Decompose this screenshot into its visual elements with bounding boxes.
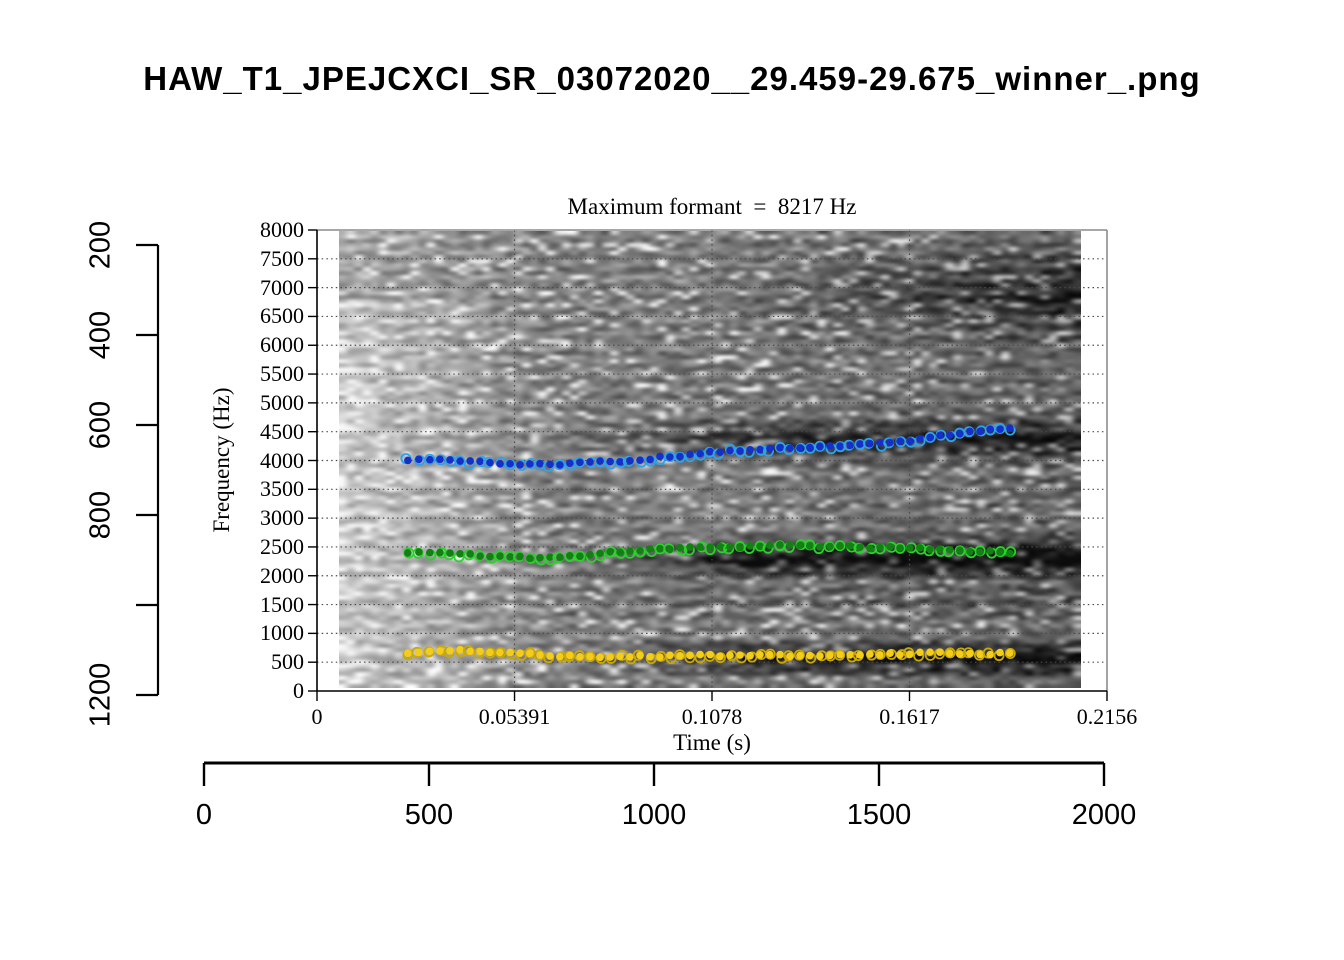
y-tick-label: 3000 [260, 505, 304, 531]
left-ruler-label: 800 [84, 490, 117, 540]
bottom-pixel-ruler [202, 761, 1106, 786]
left-ruler-label: 200 [84, 220, 117, 270]
left-ruler-label: 600 [84, 400, 117, 450]
y-tick-label: 6000 [260, 332, 304, 358]
x-axis-title: Time (s) [673, 730, 751, 755]
left-ruler-label: 1200 [84, 662, 117, 728]
y-tick-label: 500 [271, 649, 304, 675]
y-tick-label: 4000 [260, 447, 304, 473]
y-tick-label: 6500 [260, 303, 304, 329]
y-tick-label: 0 [293, 678, 304, 703]
y-tick-label: 1500 [260, 591, 304, 617]
bottom-ruler-label: 1000 [621, 799, 687, 831]
y-tick-label: 5500 [260, 361, 304, 387]
y-tick-label: 3500 [260, 476, 304, 502]
y-tick-label: 1000 [260, 620, 304, 646]
bottom-ruler-label: 500 [404, 799, 454, 831]
bottom-ruler-label: 1500 [846, 799, 912, 831]
left-ruler-label: 400 [84, 310, 117, 360]
left-pixel-ruler [136, 243, 160, 697]
gridlines [317, 230, 1107, 691]
upper-formant-track-blue [400, 422, 1016, 472]
bottom-ruler-label: 0 [195, 799, 213, 831]
y-tick-label: 7000 [260, 274, 304, 300]
plot-title: Maximum formant = 8217 Hz [567, 194, 857, 219]
x-tick-label: 0.05391 [478, 704, 551, 729]
x-axis-ticks [316, 691, 1108, 701]
y-axis-ticks [308, 229, 317, 692]
x-tick-label: 0.2156 [1076, 704, 1138, 729]
y-tick-label: 2000 [260, 562, 304, 588]
lower-formant-track-yellow [402, 644, 1016, 665]
figure-filename-title: HAW_T1_JPEJCXCI_SR_03072020__29.459-29.6… [143, 60, 1201, 97]
y-tick-label: 2500 [260, 533, 304, 559]
y-tick-label: 7500 [260, 245, 304, 271]
y-tick-label: 5000 [260, 389, 304, 415]
x-tick-label: 0.1078 [681, 704, 743, 729]
x-tick-label: 0 [311, 704, 323, 729]
x-tick-label: 0.1617 [879, 704, 940, 729]
bottom-ruler-label: 2000 [1071, 799, 1137, 831]
y-tick-label: 4500 [260, 418, 304, 444]
y-tick-label: 8000 [260, 217, 304, 242]
middle-formant-track-green [403, 539, 1017, 566]
